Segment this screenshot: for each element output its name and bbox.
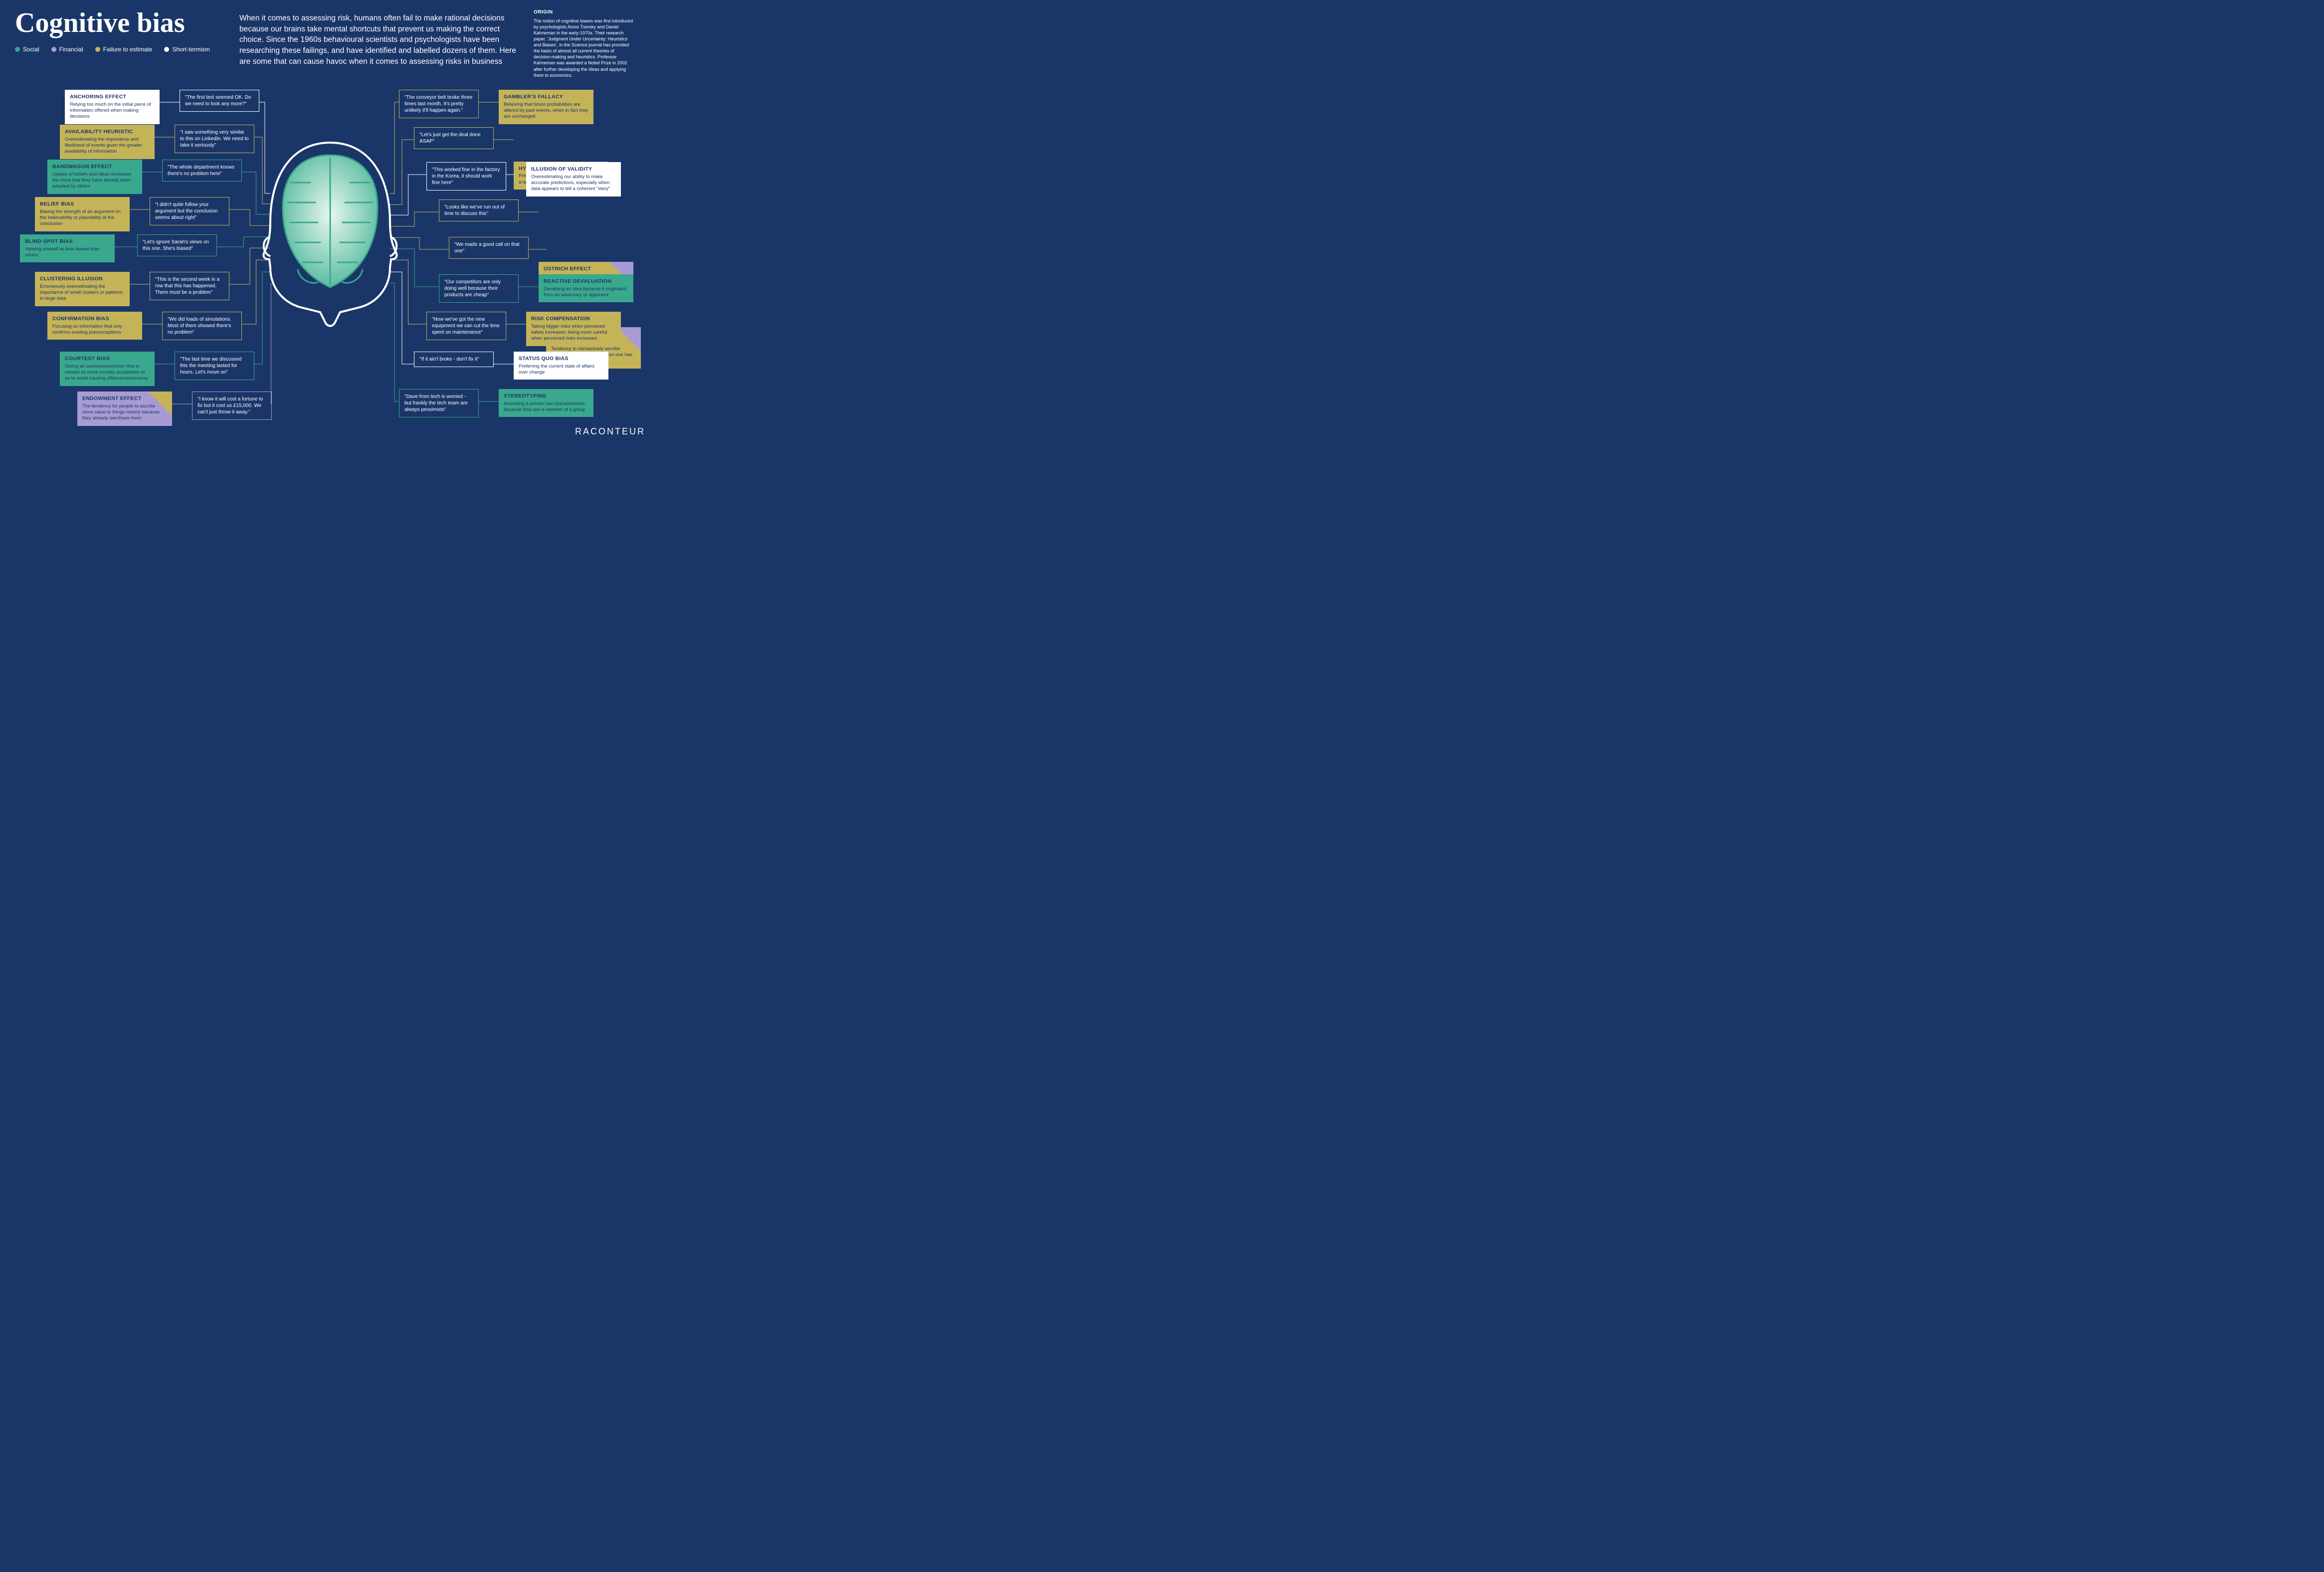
quote-stereotyping: "Dave from tech is worried - but frankly…: [399, 389, 479, 417]
bias-illusion: ILLUSION OF VALIDITYOverestimating our a…: [526, 162, 621, 196]
origin-box: ORIGIN The notion of cognitive biases wa…: [534, 9, 633, 78]
legend-item-estimate: Failure to estimate: [95, 46, 153, 53]
bias-blindspot: BLIND SPOT BIASViewing oneself as less b…: [20, 234, 115, 262]
quote-courtesy: "The last time we discussed this the mee…: [175, 352, 254, 380]
brain-illustration: [260, 138, 400, 327]
bias-stereotyping: STEREOTYPINGAssuming a person has charac…: [499, 389, 593, 417]
bias-desc: Overestimating the importance and likeli…: [65, 137, 150, 155]
legend-item-financial: Financial: [51, 46, 83, 53]
bias-desc: Giving an opinion/conclusion that is vie…: [65, 364, 150, 382]
bias-confirmation: CONFIRMATION BIASFocusing on information…: [47, 312, 142, 340]
bias-desc: Focusing on information that only confir…: [52, 324, 137, 336]
bias-title: COURTESY BIAS: [65, 356, 150, 363]
bias-desc: Believing that future probabilities are …: [504, 102, 588, 120]
bias-desc: Basing the strength of an argument on th…: [40, 209, 125, 227]
bias-riskcomp: RISK COMPENSATIONTaking bigger risks whe…: [526, 312, 621, 346]
bias-title: BLIND SPOT BIAS: [25, 238, 110, 245]
bias-desc: Uptake of beliefs and ideas increases th…: [52, 172, 137, 190]
bias-desc: Preferring the current state of affairs …: [519, 364, 603, 376]
quote-riskcomp: "Now we've got the new equipment we can …: [426, 312, 506, 340]
page-title: Cognitive bias: [15, 9, 224, 37]
quote-anchoring: "The first test seemed OK. Do we need to…: [180, 90, 259, 112]
footer-logo: RACONTEUR: [575, 426, 645, 437]
legend-label: Social: [23, 46, 39, 53]
legend-label: Short-termism: [172, 46, 209, 53]
bias-title: ILLUSION OF VALIDITY: [531, 166, 616, 173]
bias-desc: Erroneously overestimating the importanc…: [40, 284, 125, 302]
bias-reactive: REACTIVE DEVALUATIONDevaluing an idea be…: [539, 274, 633, 302]
origin-title: ORIGIN: [534, 9, 633, 16]
bias-title: STATUS QUO BIAS: [519, 356, 603, 363]
bias-statusquo: STATUS QUO BIASPreferring the current st…: [514, 352, 608, 380]
legend-dot-icon: [164, 47, 169, 52]
quote-endowment: "I know it will cost a fortune to fix bu…: [192, 392, 272, 420]
bias-desc: Overestimating our ability to make accur…: [531, 174, 616, 193]
bias-title: STEREOTYPING: [504, 393, 588, 400]
bias-availability: AVAILABILITY HEURISTICOverestimating the…: [60, 125, 155, 159]
bias-clustering: CLUSTERING ILLUSIONErroneously overestim…: [35, 272, 130, 306]
legend-item-short: Short-termism: [164, 46, 209, 53]
bias-belief: BELIEF BIASBasing the strength of an arg…: [35, 197, 130, 231]
quote-clustering: "This is the second week in a row that t…: [150, 272, 229, 300]
bias-courtesy: COURTESY BIASGiving an opinion/conclusio…: [60, 352, 155, 386]
legend-dot-icon: [51, 47, 56, 52]
legend-item-social: Social: [15, 46, 39, 53]
bias-title: REACTIVE DEVALUATION: [544, 278, 628, 285]
bias-desc: Viewing oneself as less biased than othe…: [25, 246, 110, 259]
bias-desc: Taking bigger risks when perceived safet…: [531, 324, 616, 342]
origin-body: The notion of cognitive biases was first…: [534, 18, 633, 78]
bias-title: CLUSTERING ILLUSION: [40, 276, 125, 283]
quote-postpurchase: "We made a good call on that one": [449, 237, 529, 259]
legend-label: Financial: [59, 46, 83, 53]
quote-hyperbolic: "Let's just get the deal done ASAP": [414, 127, 494, 149]
bias-desc: Devaluing an idea because it originated …: [544, 286, 628, 299]
quote-confirmation: "We did loads of simulations. Most of th…: [162, 312, 242, 340]
quote-illusion: "This worked fine in the factory in the …: [426, 162, 506, 191]
legend: Social Financial Failure to estimate Short-…: [15, 46, 224, 53]
quote-bandwagon: "The whole department knows there's no p…: [162, 160, 242, 182]
bias-desc: Assuming a person has characteristics be…: [504, 401, 588, 413]
bias-title: CONFIRMATION BIAS: [52, 316, 137, 323]
bias-title: RISK COMPENSATION: [531, 316, 616, 323]
quote-belief: "I didn't quite follow your argument but…: [150, 197, 229, 225]
bias-title: BELIEF BIAS: [40, 201, 125, 208]
title-area: Cognitive bias Social Financial Failure to…: [15, 9, 224, 78]
bias-anchoring: ANCHORING EFFECTRelying too much on the …: [65, 90, 160, 124]
bias-title: GAMBLER'S FALLACY: [504, 94, 588, 101]
intro-text: When it comes to assessing risk, humans …: [239, 9, 519, 78]
quote-reactive: "Our competitors are only doing well bec…: [439, 274, 519, 303]
bias-title: BANDWAGON EFFECT: [52, 164, 137, 171]
header: Cognitive bias Social Financial Failure to…: [15, 9, 645, 78]
quote-gambler: "The conveyor belt broke three times las…: [399, 90, 479, 118]
quote-blindspot: "Let's ignore Sarah's views on this one.…: [137, 234, 217, 256]
bias-title: AVAILABILITY HEURISTIC: [65, 129, 150, 136]
quote-ostrich: "Looks like we've run out of time to dis…: [439, 199, 519, 221]
legend-label: Failure to estimate: [103, 46, 153, 53]
bias-endowment: ENDOWMENT EFFECTThe tendency for people …: [77, 392, 172, 426]
quote-availability: "I saw something very similar to this on…: [175, 125, 254, 153]
bias-desc: Relying too much on the initial piece of…: [70, 102, 155, 120]
bias-title: ANCHORING EFFECT: [70, 94, 155, 101]
legend-dot-icon: [15, 47, 20, 52]
quote-statusquo: "If it ain't broke - don't fix it": [414, 352, 494, 367]
bias-bandwagon: BANDWAGON EFFECTUptake of beliefs and id…: [47, 160, 142, 194]
bias-gambler: GAMBLER'S FALLACYBelieving that future p…: [499, 90, 593, 124]
legend-dot-icon: [95, 47, 100, 52]
